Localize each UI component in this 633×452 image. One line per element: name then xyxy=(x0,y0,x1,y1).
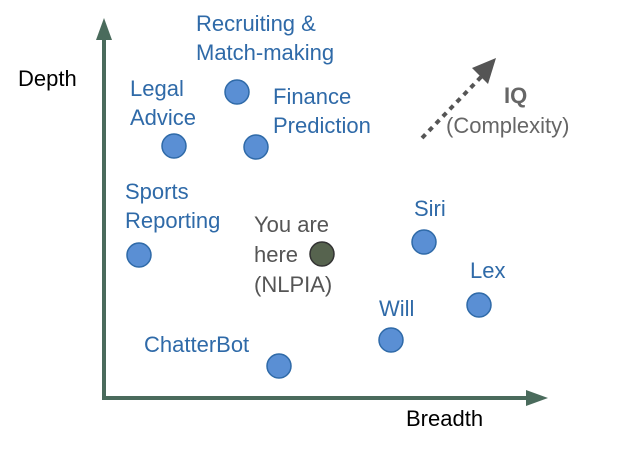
x-axis-arrowhead xyxy=(526,390,548,406)
label-finance: Finance Prediction xyxy=(273,84,371,138)
label-sports-line-2: Reporting xyxy=(125,208,220,233)
point-recruiting xyxy=(224,79,250,105)
iq-title: IQ xyxy=(504,83,527,108)
point-you-are-here xyxy=(309,241,335,267)
y-axis-label: Depth xyxy=(18,66,77,91)
point-siri xyxy=(411,229,437,255)
label-finance-line-1: Finance xyxy=(273,84,351,109)
iq-arrow-head xyxy=(472,58,496,84)
x-axis-label: Breadth xyxy=(406,406,483,431)
label-here-line-1: You are xyxy=(254,212,329,237)
point-finance-prediction xyxy=(243,134,269,160)
label-legal: Legal Advice xyxy=(130,76,196,130)
point-lex xyxy=(466,292,492,318)
point-legal-advice xyxy=(161,133,187,159)
label-sports-line-1: Sports xyxy=(125,179,189,204)
label-recruiting-line-2: Match-making xyxy=(196,40,334,65)
point-will xyxy=(378,327,404,353)
label-recruiting: Recruiting & Match-making xyxy=(196,11,334,65)
label-chatterbot: ChatterBot xyxy=(144,332,249,357)
label-you-are-here: You are here (NLPIA) xyxy=(254,212,335,297)
label-lex: Lex xyxy=(470,258,505,283)
point-sports-reporting xyxy=(126,242,152,268)
label-recruiting-line-1: Recruiting & xyxy=(196,11,316,36)
label-sports: Sports Reporting xyxy=(125,179,220,233)
label-here-line-2: here xyxy=(254,242,298,267)
label-legal-line-2: Advice xyxy=(130,105,196,130)
label-will: Will xyxy=(379,296,414,321)
y-axis-arrowhead xyxy=(96,18,112,40)
point-chatterbot xyxy=(266,353,292,379)
label-legal-line-1: Legal xyxy=(130,76,184,101)
iq-arrow-line xyxy=(420,74,484,140)
label-finance-line-2: Prediction xyxy=(273,113,371,138)
iq-subtitle: (Complexity) xyxy=(446,113,569,138)
label-siri: Siri xyxy=(414,196,446,221)
label-here-line-3: (NLPIA) xyxy=(254,272,332,297)
